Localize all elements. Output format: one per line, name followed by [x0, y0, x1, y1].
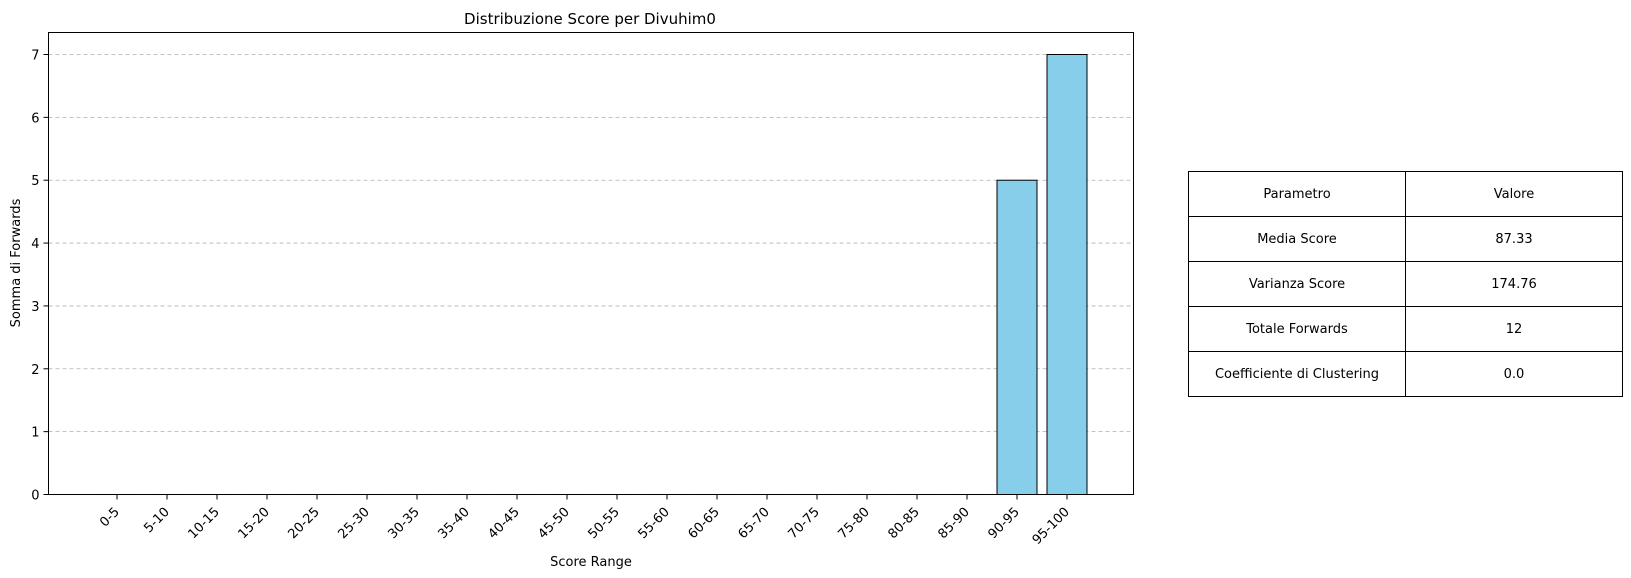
x-tick-label: 0-5	[97, 505, 123, 531]
x-axis-label: Score Range	[550, 555, 632, 570]
bars	[96, 54, 1088, 496]
table-header-valore: Valore	[1405, 171, 1623, 217]
x-tick-label: 95-100	[1030, 505, 1073, 548]
x-tick-label: 40-45	[486, 505, 523, 542]
x-tick-label: 10-15	[186, 505, 223, 542]
bar	[1046, 54, 1088, 495]
y-tick-label: 7	[31, 49, 39, 64]
x-tick-label: 90-95	[986, 505, 1023, 542]
x-tick-label: 25-30	[336, 505, 373, 542]
grid-lines	[48, 54, 1134, 433]
x-tick-label: 70-75	[786, 505, 823, 542]
y-tick-label: 6	[31, 111, 39, 126]
table-cell-param: Coefficiente di Clustering	[1188, 351, 1406, 397]
table-cell-value: 174.76	[1405, 261, 1623, 307]
x-tick-label: 65-70	[736, 505, 773, 542]
table-cell-value: 0.0	[1405, 351, 1623, 397]
table-cell-value: 12	[1405, 306, 1623, 352]
x-tick-label: 55-60	[636, 505, 673, 542]
y-axis-label: Somma di Forwards	[9, 198, 24, 327]
bar	[996, 179, 1038, 495]
table-header-row: Parametro Valore	[1188, 171, 1623, 217]
table-header-parametro: Parametro	[1188, 171, 1406, 217]
x-tick-label: 80-85	[886, 505, 923, 542]
table-row: Media Score 87.33	[1188, 216, 1623, 262]
table-cell-param: Varianza Score	[1188, 261, 1406, 307]
y-tick-label: 5	[31, 174, 39, 189]
plot-area-frame	[48, 32, 1134, 495]
chart-title: Distribuzione Score per Divuhim0	[464, 10, 716, 28]
x-tick-label: 50-55	[586, 505, 623, 542]
table-row: Coefficiente di Clustering 0.0	[1188, 351, 1623, 397]
table-cell-param: Totale Forwards	[1188, 306, 1406, 352]
table-cell-value: 87.33	[1405, 216, 1623, 262]
y-tick-label: 1	[31, 426, 39, 441]
x-tick-label: 5-10	[141, 505, 172, 536]
x-tick-label: 30-35	[386, 505, 423, 542]
x-tick-label: 75-80	[836, 505, 873, 542]
x-tick-label: 60-65	[686, 505, 723, 542]
y-tick-label: 3	[31, 300, 39, 315]
y-tick-label: 2	[31, 363, 39, 378]
x-tick-label: 35-40	[436, 505, 473, 542]
y-axis: 0 1 2 3 4 5 6 7	[31, 49, 49, 504]
x-tick-label: 45-50	[536, 505, 573, 542]
table-row: Totale Forwards 12	[1188, 306, 1623, 352]
y-tick-label: 4	[31, 237, 39, 252]
stats-table: Parametro Valore Media Score 87.33 Varia…	[1188, 171, 1623, 397]
x-axis: 0-5 5-10 10-15 15-20 20-25 25-30 30-35 35-40 40-…	[97, 494, 1073, 548]
table-row: Varianza Score 174.76	[1188, 261, 1623, 307]
y-tick-label: 0	[31, 489, 39, 504]
x-tick-label: 85-90	[936, 505, 973, 542]
x-tick-label: 15-20	[236, 505, 273, 542]
table-cell-param: Media Score	[1188, 216, 1406, 262]
x-tick-label: 20-25	[286, 505, 323, 542]
